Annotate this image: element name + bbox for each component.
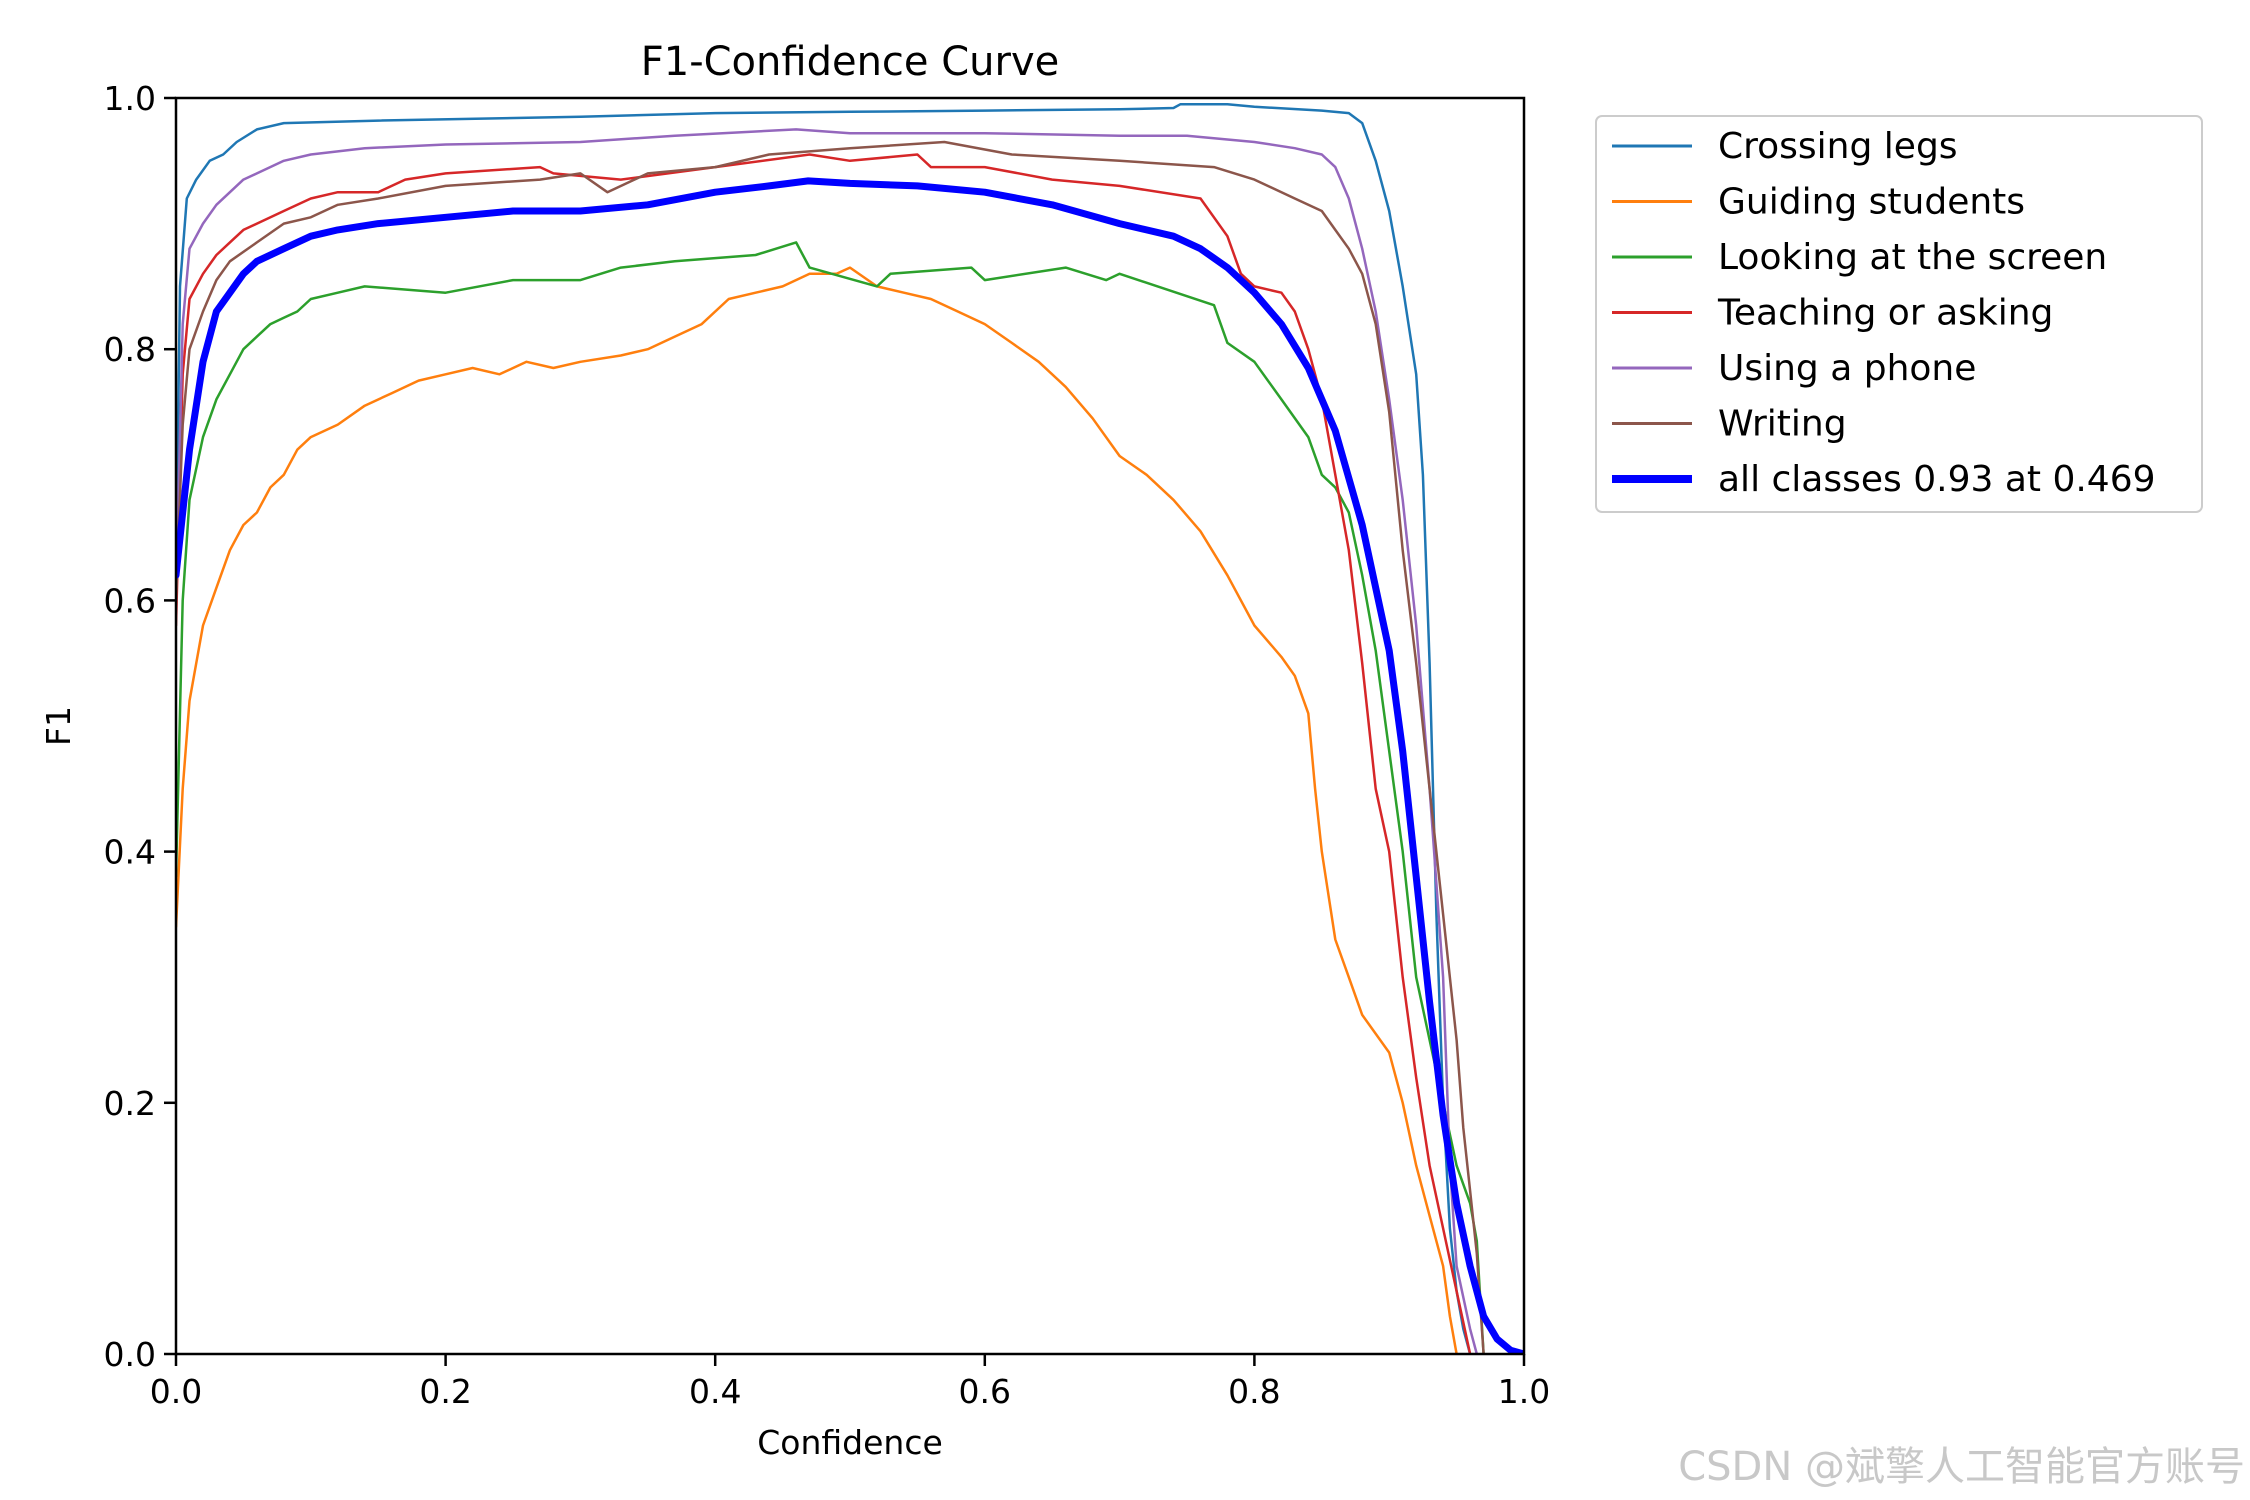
y-axis: 0.0 0.2 0.4 0.6 0.8 1.0 — [104, 79, 176, 1374]
x-tick-label: 0.4 — [689, 1372, 741, 1411]
y-tick-label: 0.4 — [104, 833, 156, 872]
legend-items: Crossing legs Guiding students Looking at … — [1612, 126, 2156, 500]
watermark: CSDN @斌擎人工智能官方账号 — [1678, 1444, 2245, 1490]
x-tick-label: 0.8 — [1228, 1372, 1280, 1411]
series-line-guiding-students — [176, 266, 1458, 1354]
legend-label-using-a-phone: Using a phone — [1718, 348, 1976, 389]
y-tick-label: 1.0 — [104, 79, 156, 118]
x-axis-label: Confidence — [757, 1423, 943, 1462]
x-tick-label: 0.2 — [419, 1372, 471, 1411]
legend-label-all-classes-0-93-at-0-469: all classes 0.93 at 0.469 — [1718, 459, 2156, 500]
legend-label-teaching-or-asking: Teaching or asking — [1717, 293, 2053, 334]
plot-frame — [174, 96, 1526, 1356]
legend-label-crossing-legs: Crossing legs — [1718, 126, 1958, 167]
legend-label-looking-at-the-screen: Looking at the screen — [1718, 237, 2107, 278]
x-tick-label: 0.0 — [150, 1372, 202, 1411]
y-tick-label: 0.6 — [104, 581, 156, 620]
y-tick-label: 0.8 — [104, 330, 156, 369]
series-line-teaching-or-asking — [176, 153, 1472, 1354]
x-axis: 0.0 0.2 0.4 0.6 0.8 1.0 — [150, 1354, 1550, 1411]
series-line-using-a-phone — [176, 128, 1479, 1354]
legend: Crossing legs Guiding students Looking at … — [1595, 115, 2203, 513]
series-line-all-classes-0-93-at-0-469 — [176, 177, 1524, 1354]
x-tick-label: 0.6 — [959, 1372, 1011, 1411]
y-tick-label: 0.2 — [104, 1084, 156, 1123]
series-line-writing — [176, 140, 1485, 1354]
x-tick-label: 1.0 — [1498, 1372, 1550, 1411]
series-layer — [176, 103, 1524, 1354]
legend-label-guiding-students: Guiding students — [1718, 182, 2025, 223]
legend-label-writing: Writing — [1718, 404, 1847, 445]
chart-title: F1-Confidence Curve — [641, 39, 1060, 85]
series-line-crossing-legs — [176, 103, 1472, 1354]
plot-area — [174, 96, 1526, 1356]
series-line-looking-at-the-screen — [176, 241, 1485, 1354]
y-tick-label: 0.0 — [104, 1335, 156, 1374]
legend-box — [1595, 115, 2203, 513]
y-axis-label: F1 — [39, 706, 78, 746]
